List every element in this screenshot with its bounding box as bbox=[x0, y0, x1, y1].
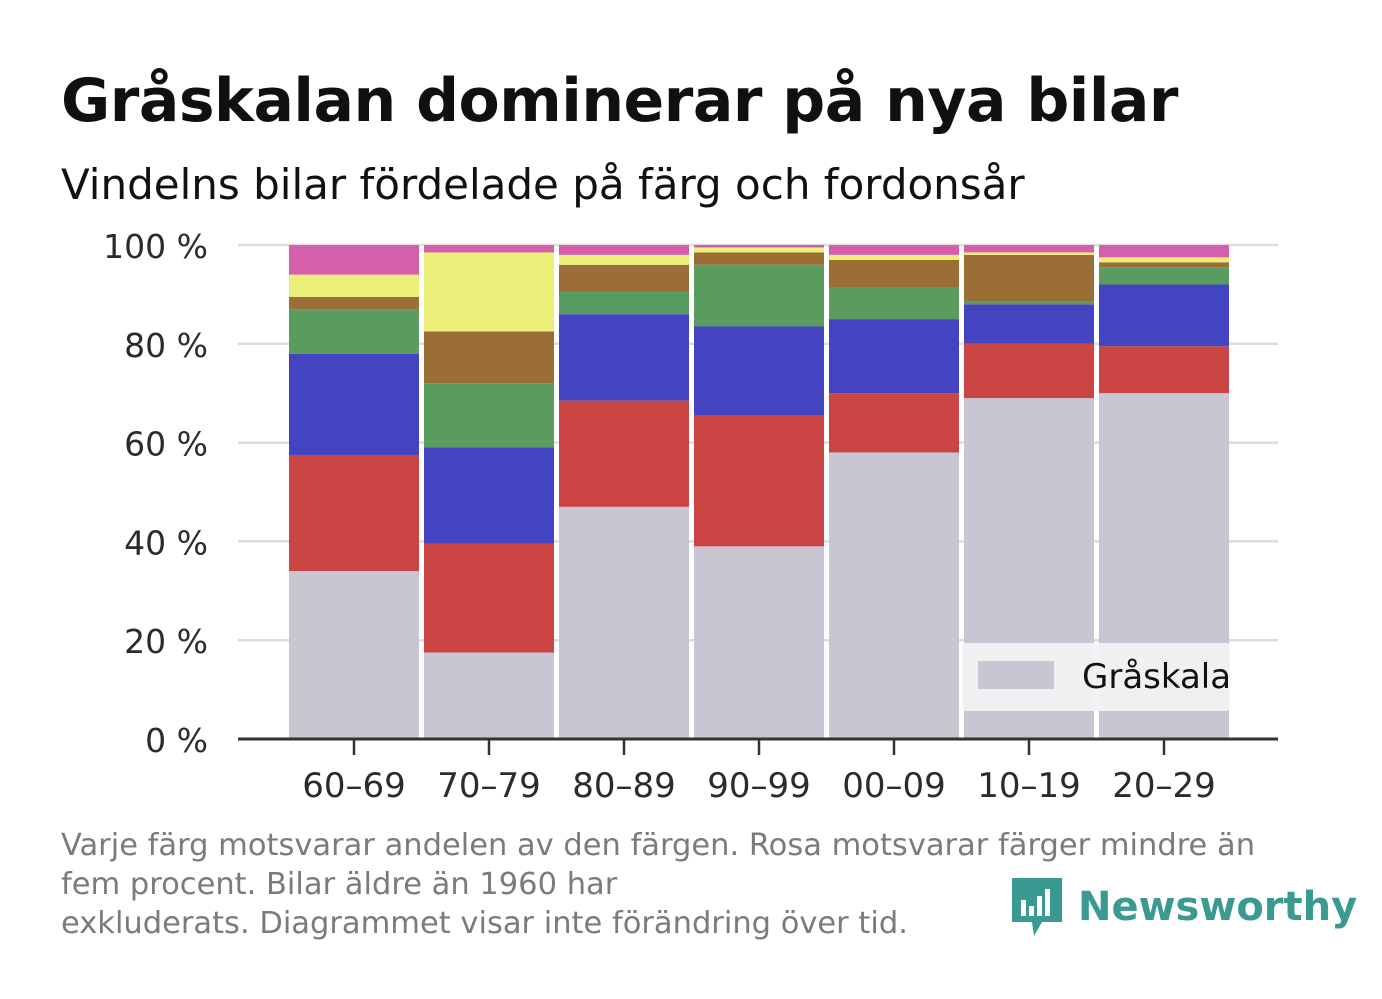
footnote-line: exkluderats. Diagrammet visar inte förän… bbox=[61, 906, 908, 940]
bar-segment bbox=[289, 296, 419, 310]
bar-segment bbox=[694, 245, 824, 248]
legend-swatch bbox=[978, 661, 1054, 689]
bar-segment bbox=[424, 383, 554, 448]
bar-segment bbox=[1099, 284, 1229, 347]
x-tick-label: 80–89 bbox=[572, 766, 676, 806]
chart-subtitle: Vindelns bilar fördelade på färg och for… bbox=[61, 160, 1025, 209]
y-tick-label: 100 % bbox=[103, 227, 208, 266]
brand-name: Newsworthy bbox=[1078, 884, 1358, 930]
footnote-line: Varje färg motsvarar andelen av den färg… bbox=[61, 828, 1256, 863]
bar-segment bbox=[289, 245, 419, 275]
bar-segment bbox=[1099, 267, 1229, 285]
x-tick-label: 60–69 bbox=[302, 766, 406, 806]
bar-segment bbox=[424, 652, 554, 739]
bar-segment bbox=[1099, 346, 1229, 394]
bar-segment bbox=[964, 301, 1094, 305]
bar-segment bbox=[289, 571, 419, 739]
bar-segment bbox=[424, 447, 554, 544]
bar-segment bbox=[829, 286, 959, 320]
y-tick-label: 60 % bbox=[124, 425, 208, 464]
x-tick-label: 10–19 bbox=[977, 766, 1081, 806]
bar-segment bbox=[289, 309, 419, 354]
bar-segment bbox=[964, 343, 1094, 399]
bar-segment bbox=[694, 264, 824, 327]
newsworthy-logo-icon bbox=[1012, 878, 1062, 936]
x-tick-label: 70–79 bbox=[437, 766, 541, 806]
bar-segment bbox=[559, 314, 689, 401]
bar-segment bbox=[289, 454, 419, 572]
x-tick-label: 20–29 bbox=[1112, 766, 1216, 806]
bar-segment bbox=[289, 353, 419, 455]
x-tick-label: 00–09 bbox=[842, 766, 946, 806]
legend-label: Gråskala bbox=[1082, 657, 1231, 697]
bar-segment bbox=[829, 245, 959, 255]
bar-segment bbox=[559, 291, 689, 315]
bar-segment bbox=[1099, 257, 1229, 263]
bar-segment bbox=[424, 252, 554, 332]
chart-title: Gråskalan dominerar på nya bilar bbox=[61, 66, 1179, 136]
footnote: Varje färg motsvarar andelen av den färg… bbox=[61, 826, 1301, 940]
bar-segment bbox=[694, 326, 824, 416]
bar-segment bbox=[694, 252, 824, 265]
bar-segment bbox=[829, 254, 959, 260]
bar-segment bbox=[289, 274, 419, 297]
bar-segment bbox=[829, 393, 959, 453]
bar-segment bbox=[424, 331, 554, 384]
y-tick-label: 80 % bbox=[124, 326, 208, 365]
bar-segment bbox=[559, 264, 689, 292]
y-tick-label: 0 % bbox=[145, 721, 208, 760]
bar-segment bbox=[559, 254, 689, 265]
y-tick-label: 20 % bbox=[124, 622, 208, 661]
axes: 0 % 20 % 40 % 60 % 80 % 100 % 60–69 70–79 80–89 9… bbox=[103, 227, 1278, 806]
bar-segment bbox=[829, 259, 959, 287]
bar-segment bbox=[829, 319, 959, 394]
bar-segment bbox=[424, 245, 554, 253]
bar-segment bbox=[559, 400, 689, 507]
bar-segment bbox=[964, 254, 1094, 302]
bar-segment bbox=[559, 506, 689, 739]
bar-segment bbox=[424, 543, 554, 653]
bar-segment bbox=[694, 247, 824, 253]
footnote-line: fem procent. Bilar äldre än 1960 har bbox=[61, 867, 618, 902]
y-tick-label: 40 % bbox=[124, 523, 208, 562]
bar-segment bbox=[694, 546, 824, 739]
bar-segment bbox=[694, 415, 824, 547]
legend-box bbox=[962, 643, 1230, 711]
bar-segment bbox=[1099, 262, 1229, 268]
bar-segment bbox=[964, 252, 1094, 255]
bar-segment bbox=[559, 245, 689, 255]
brand-logo: Newsworthy bbox=[1012, 878, 1357, 936]
legend: Gråskala bbox=[962, 643, 1231, 711]
bar-segment bbox=[1099, 245, 1229, 258]
bar-segment bbox=[829, 452, 959, 739]
x-tick-label: 90–99 bbox=[707, 766, 811, 806]
bar-segment bbox=[964, 304, 1094, 344]
bar-segment bbox=[964, 245, 1094, 253]
